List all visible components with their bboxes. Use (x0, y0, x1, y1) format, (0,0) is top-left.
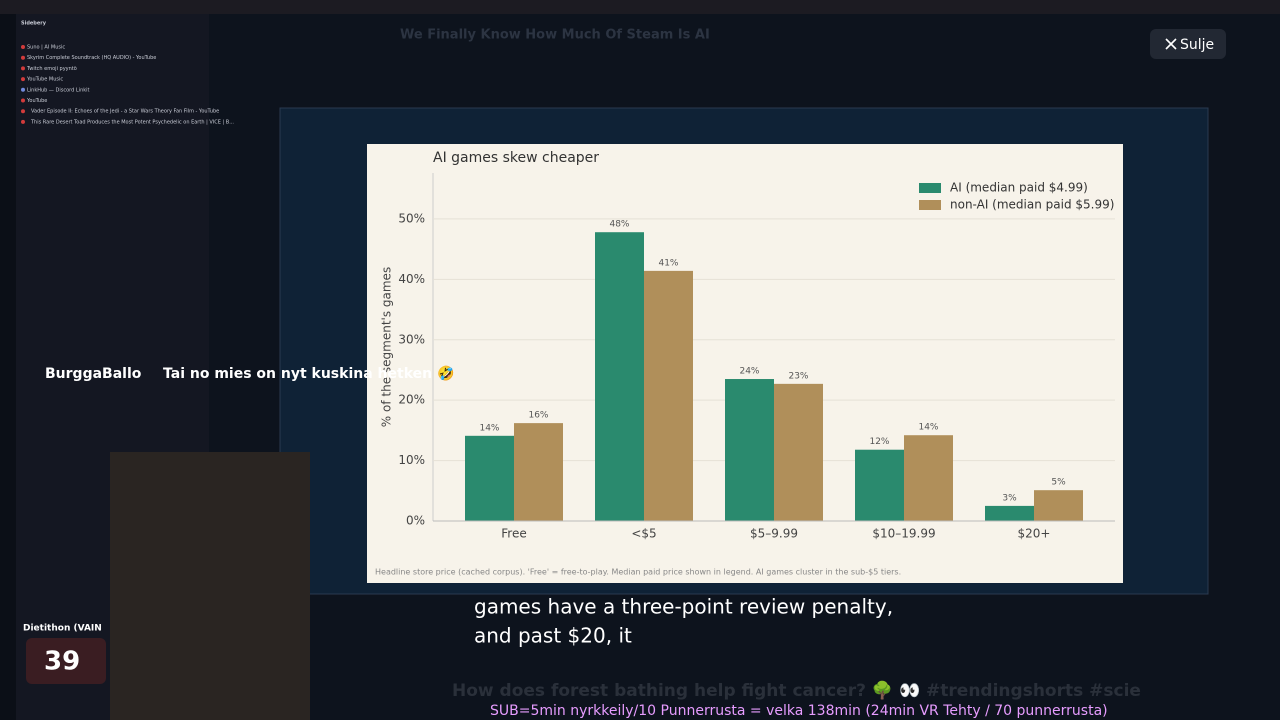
legend-label: AI (median paid $4.99) (950, 181, 1088, 195)
tab-title: This Rare Desert Toad Produces the Most … (30, 119, 234, 125)
y-tick-label: 40% (398, 272, 425, 286)
bar (514, 423, 563, 521)
caption-line: and past $20, it (474, 624, 632, 648)
value-label: 5% (1051, 478, 1066, 488)
goal-label: Dietithon (VAIN (23, 624, 102, 634)
next-video-title: How does forest bathing help fight cance… (452, 680, 1141, 701)
y-tick-label: 10% (398, 453, 425, 467)
close-label[interactable]: Sulje (1180, 37, 1214, 53)
tab-icon (21, 109, 25, 114)
x-tick-label: $20+ (1018, 527, 1051, 541)
tab-title: Vader Episode II: Echoes of the Jedi - a… (31, 109, 219, 115)
x-tick-label: $10–19.99 (872, 527, 935, 541)
legend-label: non-AI (median paid $5.99) (950, 198, 1114, 212)
y-tick-label: 30% (398, 332, 425, 346)
bar (595, 232, 644, 522)
value-label: 23% (788, 371, 808, 381)
bar (985, 505, 1034, 521)
close-icon[interactable] (1165, 38, 1177, 50)
bar (465, 435, 514, 521)
bar (644, 270, 693, 521)
chat-user: BurggaBallo (45, 366, 142, 382)
bar (855, 449, 904, 521)
y-tick-label: 50% (398, 211, 425, 225)
value-label: 14% (918, 423, 938, 433)
tab-title: YouTube Music (26, 77, 63, 83)
webcam (110, 452, 310, 720)
y-tick-label: 20% (398, 393, 425, 407)
bar (1034, 490, 1083, 521)
caption-line: games have a three-point review penalty, (474, 595, 893, 619)
tab-title: Suno | AI Music (27, 45, 65, 51)
tab-title: LinkHub — Discord Linkit (27, 87, 90, 93)
x-tick-label: <$5 (631, 527, 656, 541)
tab-icon (21, 87, 25, 92)
bar (774, 383, 823, 521)
value-label: 16% (528, 411, 548, 421)
value-label: 3% (1002, 493, 1017, 503)
value-label: 41% (658, 258, 678, 268)
y-tick-label: 0% (406, 514, 425, 528)
bar (904, 435, 953, 521)
legend-swatch (919, 183, 941, 193)
sidebar-title: Sidebery (21, 21, 47, 27)
tab-icon (21, 98, 25, 103)
tab-title: YouTube (26, 98, 47, 104)
close-button[interactable] (1150, 29, 1226, 59)
video-title: We Finally Know How Much Of Steam Is AI (400, 28, 710, 43)
tab-list: Suno | AI Music Skyrim Complete Soundtrac… (21, 45, 234, 125)
value-label: 12% (869, 437, 889, 447)
tab-icon (21, 66, 25, 71)
browser-toolbar (0, 0, 1280, 14)
legend-swatch (919, 200, 941, 210)
tab-icon (21, 55, 25, 60)
y-axis-label: % of the segment's games (380, 267, 394, 427)
tab-icon (21, 45, 25, 49)
tab-icon (21, 77, 25, 82)
tab-icon (21, 119, 25, 124)
bar (725, 379, 774, 521)
ticker: SUB=5min nyrkkeily/10 Punnerrusta = velk… (490, 703, 1108, 719)
footnote: Headline store price (cached corpus). 'F… (375, 568, 901, 577)
value-label: 24% (739, 367, 759, 377)
tab-title: Skyrim Complete Soundtrack (HQ AUDIO) - … (27, 55, 156, 61)
chart: AI games skew cheaper % of the segment's … (375, 150, 1115, 577)
tab-title: Twitch emoji pyyntö (26, 66, 77, 72)
x-tick-label: Free (501, 527, 526, 541)
value-label: 48% (609, 220, 629, 230)
chat-message: Tai no mies on nyt kuskina hetken 🤣 (163, 365, 454, 382)
chart-title: AI games skew cheaper (433, 150, 599, 166)
value-label: 14% (479, 423, 499, 433)
goal-count: 39 (44, 647, 80, 677)
x-tick-label: $5–9.99 (750, 527, 798, 541)
goal-box (26, 638, 106, 684)
